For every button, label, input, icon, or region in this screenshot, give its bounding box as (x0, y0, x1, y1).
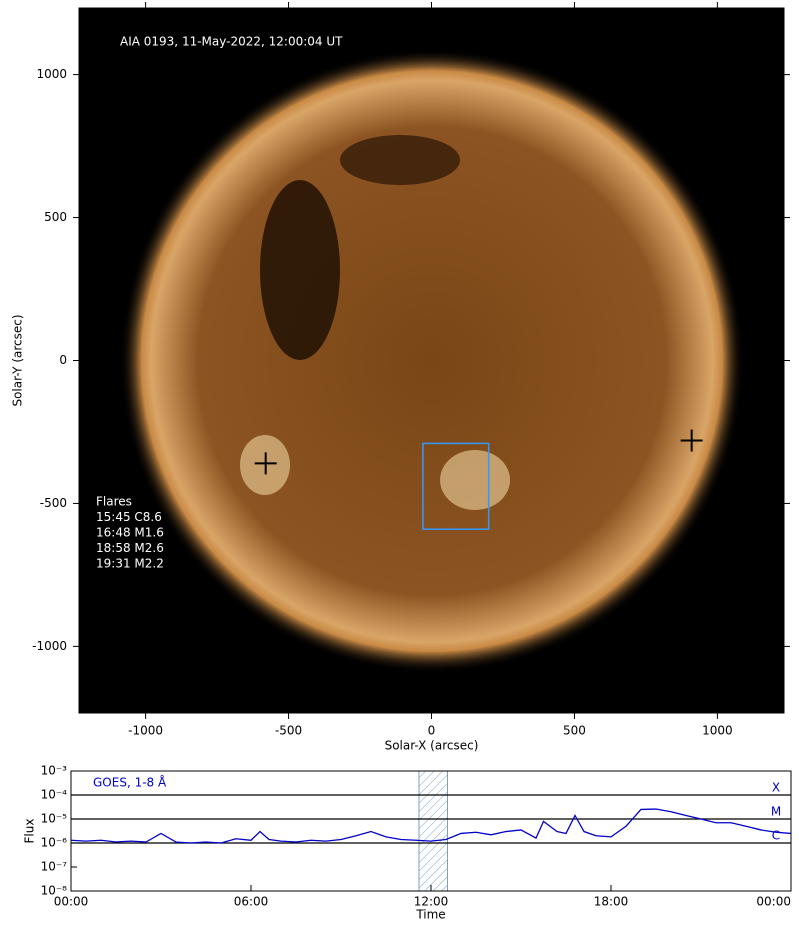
legend-label: GOES, 1-8 Å (93, 775, 167, 790)
y-tick-label: 10⁻⁵ (41, 812, 68, 826)
y-tick-label: 10⁻⁷ (41, 860, 68, 874)
flare-annotation: 19:31 M2.2 (96, 557, 164, 571)
flare-annotation: 18:58 M2.6 (96, 541, 164, 555)
y-tick-label: 0 (59, 353, 67, 367)
y-tick-label: 1000 (36, 67, 67, 81)
x-tick-label: 00:00 (54, 895, 89, 909)
x-tick-label: 500 (563, 724, 586, 738)
coronal-hole (340, 135, 460, 185)
coronal-hole (260, 180, 340, 360)
y-tick-label: 10⁻⁶ (41, 836, 68, 850)
class-label: M (771, 805, 781, 819)
y-tick-label: -500 (40, 496, 67, 510)
time-window (418, 770, 448, 892)
y-tick-label: -1000 (32, 639, 67, 653)
y-tick-label: 10⁻⁸ (41, 884, 68, 898)
flare-annotation: 16:48 M1.6 (96, 526, 164, 540)
flare-annotation: 15:45 C8.6 (96, 510, 162, 524)
y-axis-label: Flux (23, 819, 37, 844)
x-tick-label: 00:00 (756, 895, 791, 909)
region-box (422, 442, 490, 530)
flare-annotation: Flares (96, 495, 132, 509)
y-tick-label: 500 (44, 210, 67, 224)
y-axis-label: Solar-Y (arcsec) (11, 314, 25, 406)
image-title: AIA 0193, 11-May-2022, 12:00:04 UT (120, 35, 343, 49)
x-tick-label: 06:00 (234, 895, 269, 909)
active-region (440, 450, 510, 510)
x-tick-label: -500 (275, 724, 302, 738)
x-axis-label: Time (415, 908, 445, 922)
x-tick-label: 0 (428, 724, 436, 738)
x-tick-label: -1000 (128, 724, 163, 738)
x-axis-label: Solar-X (arcsec) (385, 739, 479, 753)
class-label: X (772, 781, 780, 795)
flux-line (70, 808, 792, 844)
y-tick-label: 10⁻⁴ (41, 788, 68, 802)
class-label: C (772, 829, 780, 843)
flare-marker (254, 452, 277, 475)
y-tick-label: 10⁻³ (41, 764, 68, 778)
x-tick-label: 1000 (702, 724, 733, 738)
x-tick-label: 12:00 (414, 895, 449, 909)
x-tick-label: 18:00 (594, 895, 629, 909)
flare-marker (680, 429, 703, 452)
